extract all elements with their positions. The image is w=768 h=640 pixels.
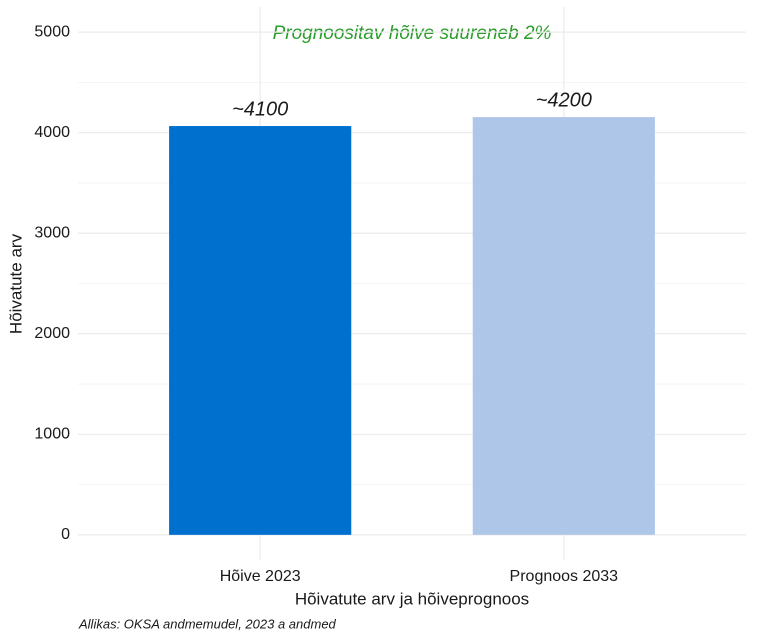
bar [169,126,352,535]
y-tick-label: 4000 [34,124,70,141]
x-tick-label: Hõive 2023 [220,568,301,585]
annotation: Prognoositav hõive suureneb 2% [273,23,552,44]
caption: Allikas: OKSA andmemudel, 2023 a andmed [78,616,337,631]
x-tick-label: Prognoos 2033 [510,568,619,585]
y-tick-label: 2000 [34,325,70,342]
bar [472,117,655,535]
y-tick-label: 5000 [34,23,70,40]
y-axis-label: Hõivatute arv [6,233,25,334]
y-tick-label: 3000 [34,224,70,241]
value-label: ~4100 [232,98,288,120]
y-tick-label: 0 [61,526,70,543]
value-label: ~4200 [536,89,592,111]
y-tick-label: 1000 [34,426,70,443]
x-axis-label: Hõivatute arv ja hõiveprognoos [295,589,529,608]
